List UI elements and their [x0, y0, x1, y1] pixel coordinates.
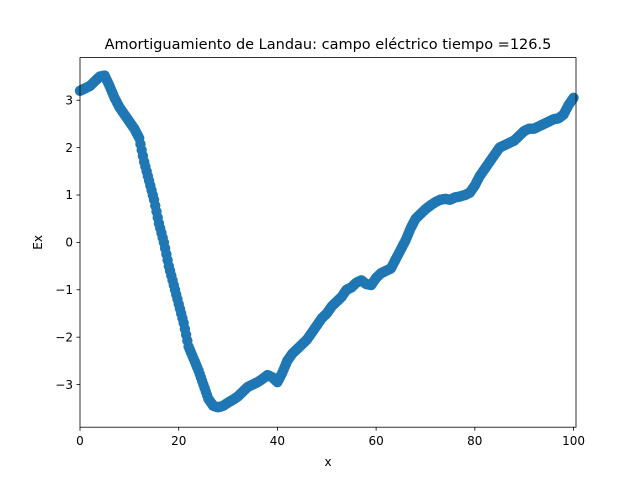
x-axis: 0 20 40 60 80 100 — [76, 427, 585, 448]
x-tick-label: 100 — [562, 434, 585, 448]
data-series — [74, 70, 579, 413]
x-tick-label: 80 — [467, 434, 482, 448]
plot-area — [80, 57, 576, 428]
x-tick-label: 0 — [76, 434, 84, 448]
y-tick-label: 0 — [65, 236, 73, 250]
y-tick-label: −1 — [55, 283, 73, 297]
y-axis: −3 −2 −1 0 1 2 3 — [55, 93, 80, 392]
x-axis-label: x — [324, 455, 331, 469]
chart-title: Amortiguamiento de Landau: campo eléctri… — [105, 37, 552, 53]
y-tick-label: −2 — [55, 330, 73, 344]
y-tick-label: 3 — [65, 93, 73, 107]
y-axis-label: Ex — [31, 235, 45, 250]
y-tick-label: 2 — [65, 141, 73, 155]
y-tick-label: 1 — [65, 188, 73, 202]
x-tick-label: 40 — [270, 434, 285, 448]
y-tick-label: −3 — [55, 378, 73, 392]
data-point — [568, 92, 579, 104]
x-tick-label: 60 — [368, 434, 383, 448]
x-tick-label: 20 — [171, 434, 186, 448]
